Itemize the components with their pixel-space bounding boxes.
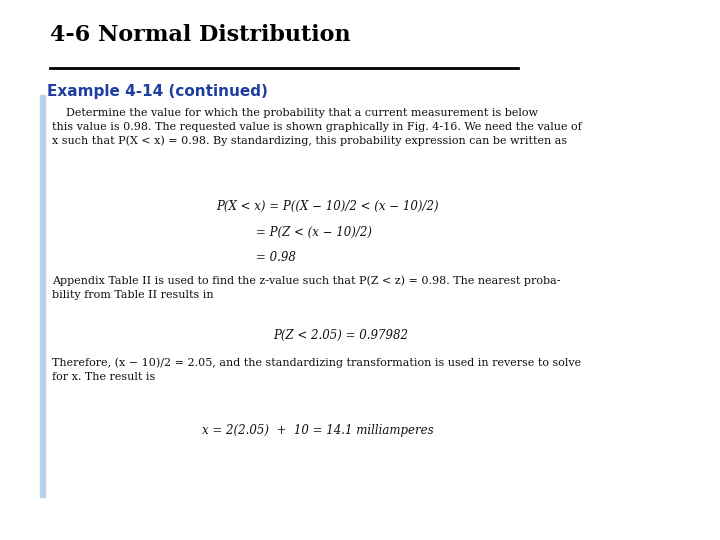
Text: Example 4-14 (continued): Example 4-14 (continued) — [47, 84, 268, 99]
Text: Appendix Table II is used to find the z-value such that P(Z < z) = 0.98. The nea: Appendix Table II is used to find the z-… — [52, 275, 560, 300]
Text: x = 2(2.05)  +  10 = 14.1 milliamperes: x = 2(2.05) + 10 = 14.1 milliamperes — [202, 424, 433, 437]
Text: Therefore, (x − 10)/2 = 2.05, and the standardizing transformation is used in re: Therefore, (x − 10)/2 = 2.05, and the st… — [52, 357, 581, 382]
Text: P(Z < 2.05) = 0.97982: P(Z < 2.05) = 0.97982 — [274, 329, 409, 342]
Text: = P(Z < (x − 10)/2): = P(Z < (x − 10)/2) — [256, 226, 372, 239]
Text: Determine the value for which the probability that a current measurement is belo: Determine the value for which the probab… — [52, 108, 582, 146]
Text: = 0.98: = 0.98 — [256, 251, 295, 264]
Text: 4-6 Normal Distribution: 4-6 Normal Distribution — [50, 24, 351, 46]
Bar — [40, 94, 45, 497]
Text: P(X < x) = P((X − 10)/2 < (x − 10)/2): P(X < x) = P((X − 10)/2 < (x − 10)/2) — [216, 200, 438, 213]
